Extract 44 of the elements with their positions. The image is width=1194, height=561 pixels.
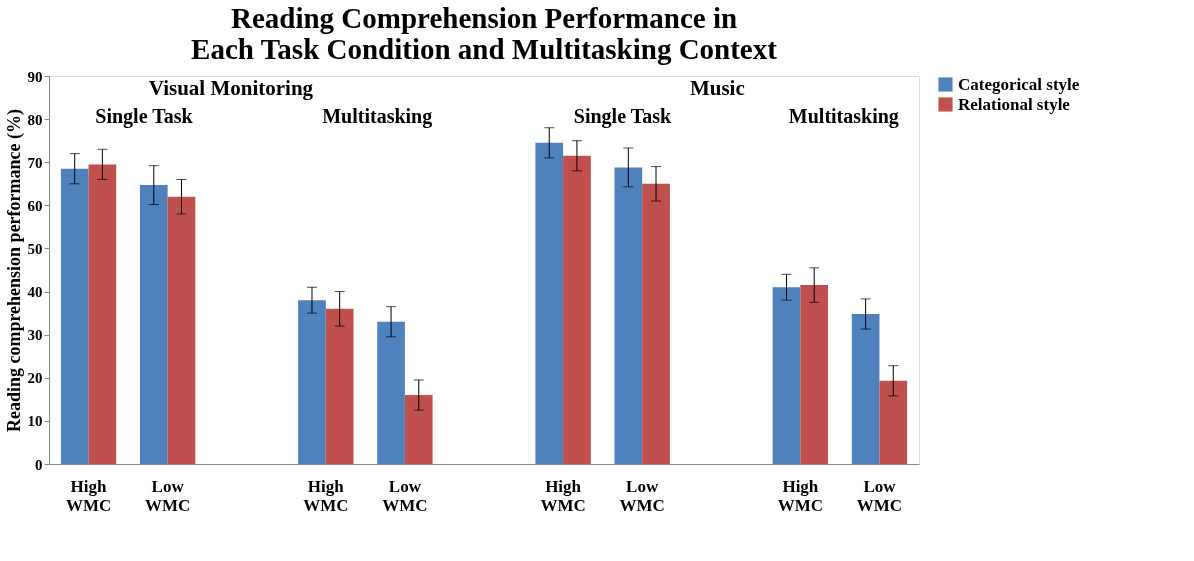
y-axis-title: Reading comprehension performance (%): [3, 108, 25, 433]
bar: [139, 185, 168, 464]
bar: [60, 168, 89, 464]
bar: [535, 142, 564, 464]
chart-title: Reading Comprehension Performance in Each Task Condition and Multitasking Context: [191, 2, 778, 65]
bar: [404, 395, 433, 464]
y-tick-label: 90: [27, 68, 43, 85]
bar: [167, 196, 196, 464]
y-tick-label: 70: [27, 154, 43, 171]
y-tick-label: 50: [27, 240, 43, 257]
bar: [563, 155, 591, 464]
bar: [377, 321, 405, 464]
bar: [298, 300, 326, 464]
x-tick-label: High WMC: [303, 476, 349, 515]
legend-label: Relational style: [958, 94, 1071, 114]
y-tick-label: 0: [35, 456, 43, 473]
x-tick-label: Low WMC: [144, 476, 191, 515]
annotation: Single Task: [573, 104, 672, 128]
bar: [879, 380, 908, 464]
bar: [851, 313, 880, 464]
y-tick-label: 60: [27, 197, 43, 214]
bar: [88, 164, 117, 464]
bar: [325, 308, 354, 464]
y-tick-label: 10: [27, 413, 43, 430]
x-tick-label: High WMC: [65, 476, 112, 515]
y-tick-label: 40: [27, 284, 43, 301]
annotation: Single Task: [95, 104, 194, 128]
x-tick-label: Low WMC: [619, 476, 665, 515]
legend-label: Categorical style: [958, 74, 1080, 94]
x-tick-label: High WMC: [540, 476, 586, 515]
y-tick-label: 80: [27, 111, 43, 128]
annotation: Music: [689, 75, 745, 100]
bar: [800, 285, 829, 464]
annotation: Multitasking: [322, 104, 433, 128]
bar: [614, 167, 643, 464]
bar: [772, 287, 801, 464]
y-tick-label: 30: [27, 327, 43, 344]
x-tick-label: Low WMC: [382, 476, 428, 515]
annotation: Multitasking: [788, 104, 899, 128]
x-tick-label: Low WMC: [856, 476, 903, 515]
x-tick-label: High WMC: [777, 476, 824, 515]
y-tick-label: 20: [27, 370, 43, 387]
bar: [642, 183, 670, 464]
annotation: Visual Monitoring: [148, 75, 314, 100]
